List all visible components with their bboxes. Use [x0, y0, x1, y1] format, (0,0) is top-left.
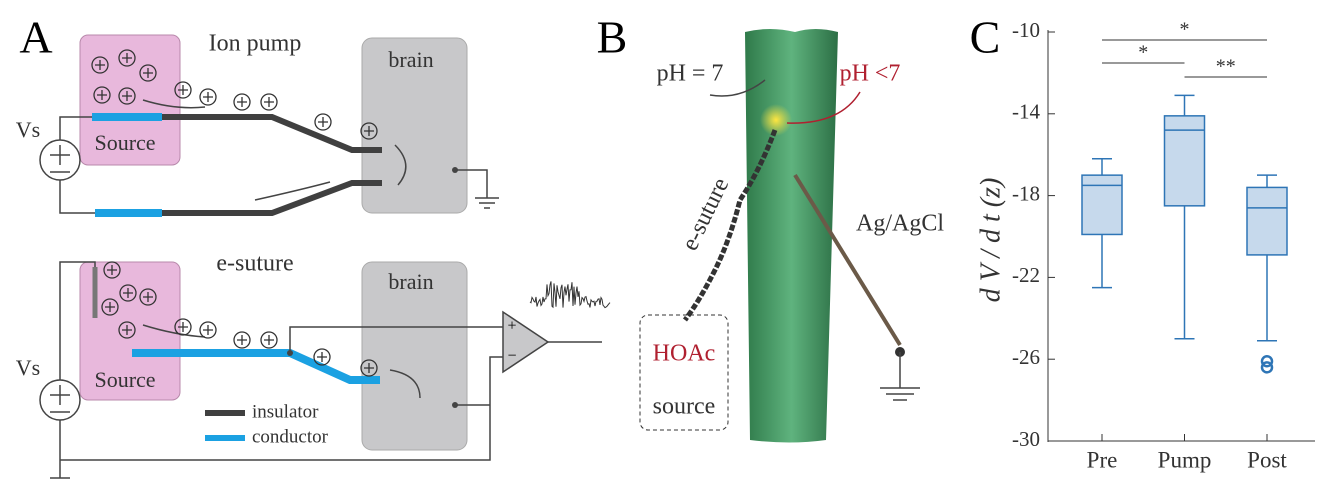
- y-tick-label: -18: [1012, 181, 1040, 205]
- panel-a: A Ion pump brain Source Vs e-suture brai…: [16, 12, 610, 478]
- amp-minus: −: [507, 348, 516, 365]
- significance-label: *: [1180, 19, 1190, 41]
- ph-label: pH = 7: [657, 61, 724, 87]
- ion-sign: [264, 335, 274, 345]
- y-tick-label: -14: [1012, 100, 1040, 124]
- ion-sign: [237, 97, 247, 107]
- legend-label: conductor: [252, 426, 329, 447]
- y-tick-label: -26: [1012, 345, 1040, 369]
- legend-label: insulator: [252, 401, 319, 422]
- y-tick-label: -10: [1012, 18, 1040, 42]
- ground: [880, 352, 920, 400]
- ion-sign: [317, 352, 327, 362]
- title: e-suture: [216, 251, 293, 277]
- insulator: [162, 183, 382, 213]
- panel-label: A: [19, 12, 52, 63]
- ion-sign: [264, 97, 274, 107]
- panel-label: B: [597, 12, 628, 63]
- electrode-label: Ag/AgCl: [856, 211, 944, 237]
- panel-c: C d V / d t (z) -30 -26 -22 -18 -14 -10 Pre Pum…: [970, 12, 1315, 473]
- significance-label: **: [1216, 56, 1236, 78]
- ph-label: pH <7: [840, 61, 901, 87]
- title: Ion pump: [209, 31, 302, 57]
- tissue-photo: [745, 29, 838, 443]
- x-tick-label: Pump: [1158, 447, 1212, 472]
- x-tick-label: Pre: [1087, 447, 1118, 472]
- node: [452, 402, 458, 408]
- brain-label: brain: [388, 47, 433, 72]
- panel-b: B pH = 7 pH <7 e-suture Ag/AgCl HOAc sou…: [597, 12, 945, 443]
- node: [452, 167, 458, 173]
- y-axis-label: d V / d t (z): [975, 178, 1006, 303]
- figure: A Ion pump brain Source Vs e-suture brai…: [0, 0, 1317, 483]
- vs-label: Vs: [16, 355, 40, 380]
- box: [1247, 187, 1287, 254]
- signal-trace: [530, 281, 610, 307]
- amp-plus: +: [507, 318, 516, 335]
- panel-label: C: [970, 12, 1001, 63]
- box: [1165, 116, 1205, 206]
- node: [287, 350, 293, 356]
- significance-label: *: [1138, 42, 1148, 64]
- y-tick-label: -22: [1012, 263, 1040, 287]
- ion-sign: [203, 325, 213, 335]
- insulator: [162, 117, 382, 150]
- brain-label: brain: [388, 269, 433, 294]
- vs-label: Vs: [16, 117, 40, 142]
- y-tick-label: -30: [1012, 427, 1040, 451]
- x-tick-label: Post: [1247, 447, 1287, 472]
- ion-sign: [318, 117, 328, 127]
- hoac-label: HOAc: [653, 341, 716, 367]
- box: [1082, 175, 1122, 234]
- source-label: source: [653, 394, 716, 420]
- source-label: Source: [94, 367, 155, 392]
- source-label: Source: [94, 130, 155, 155]
- ion-sign: [237, 335, 247, 345]
- ion-sign: [203, 92, 213, 102]
